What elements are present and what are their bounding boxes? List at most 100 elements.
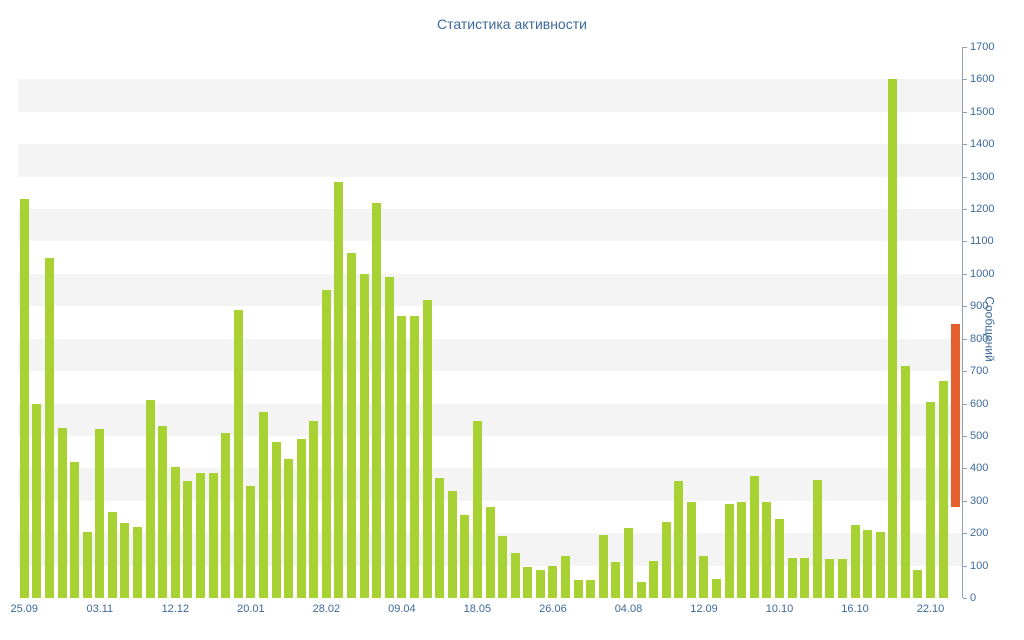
bar [686,502,696,598]
bar [661,521,671,598]
bar [674,481,684,598]
x-tick-label: 25.09 [10,603,39,615]
bar [196,473,205,598]
y-tick-label: 1100 [970,235,994,248]
bar [561,555,571,598]
bar [145,400,155,598]
y-tick-label: 1600 [970,73,995,86]
x-tick-label: 28.02 [312,603,341,615]
grid-stripe [18,209,962,242]
x-tick-label: 04.08 [614,603,643,615]
bar [334,181,344,598]
y-tick [963,533,967,535]
bar [825,559,835,598]
bar [397,316,407,598]
y-tick-label: 1000 [970,267,995,280]
bar [837,559,847,598]
bar [372,202,382,598]
current-period-bar [951,324,961,508]
bar [623,528,633,598]
bar [284,458,294,598]
y-tick-label: 400 [970,462,989,475]
bar [158,426,168,598]
bar [57,427,67,598]
y-tick [963,306,967,308]
y-tick-label: 1300 [970,170,995,183]
grid-stripe [18,144,962,177]
x-tick-label: 22.10 [916,603,945,615]
bar [598,534,608,598]
y-tick-label: 1200 [970,203,995,216]
bar [573,580,583,598]
bar [498,536,508,598]
y-tick-label: 500 [970,429,989,442]
y-tick [963,176,967,178]
plot-area: 0 100 200 300 400 500 600 700 800 900 1000 1100 1200… [11,41,995,615]
bar [271,442,281,598]
x-tick-label: 20.01 [237,603,265,615]
bar [548,565,558,598]
y-tick [963,111,967,113]
x-tick-label: 09.04 [388,603,416,615]
y-tick [963,371,967,373]
bar [447,491,457,598]
y-tick-label: 800 [970,332,989,345]
bar [636,581,646,598]
bar [422,299,432,598]
bar [233,309,243,598]
y-tick [963,47,967,48]
bar [510,552,520,598]
bar [435,478,445,598]
bar [913,570,923,598]
bar [485,507,495,598]
y-tick-label: 700 [970,365,989,378]
y-tick-label: 1400 [970,138,995,151]
bar [133,526,143,598]
x-tick-label: 18.05 [463,603,492,615]
y-tick-label: 200 [970,527,989,540]
bar [409,316,419,598]
x-tick-label: 26.06 [539,603,567,615]
grid-stripe [18,79,962,112]
bar [460,515,470,598]
y-tick-label: 600 [970,397,989,410]
bar [258,411,268,598]
bar [472,421,482,598]
x-tick-label: 12.12 [161,603,190,615]
bar [762,502,772,598]
bar [208,473,218,598]
bar [712,578,722,598]
y-tick [963,273,967,275]
bar [359,273,369,598]
y-tick [963,598,967,599]
y-tick [963,209,967,211]
x-tick-label: 12.09 [690,603,718,615]
bar [724,504,734,598]
y-tick [963,500,967,502]
grid-stripe [18,273,962,307]
x-tick-label: 16.10 [841,603,869,615]
bar [787,557,797,598]
y-tick [963,79,967,81]
bar [19,199,29,598]
y-tick-label: 1500 [970,105,995,118]
bar [170,466,180,598]
bar [95,429,105,598]
bar [812,479,822,598]
y-tick [963,468,967,470]
bar [107,512,117,598]
bar [32,403,42,598]
bar [309,421,319,598]
y-tick [963,435,967,437]
bar [246,486,256,598]
y-tick [963,338,967,340]
x-tick-label: 10.10 [765,603,794,615]
bar [611,562,621,598]
chart-title: Статистика активности [437,16,587,32]
bar [938,380,948,598]
bar [44,257,54,598]
y-tick-label: 300 [970,494,989,507]
bar [384,277,394,598]
bar [926,401,936,598]
